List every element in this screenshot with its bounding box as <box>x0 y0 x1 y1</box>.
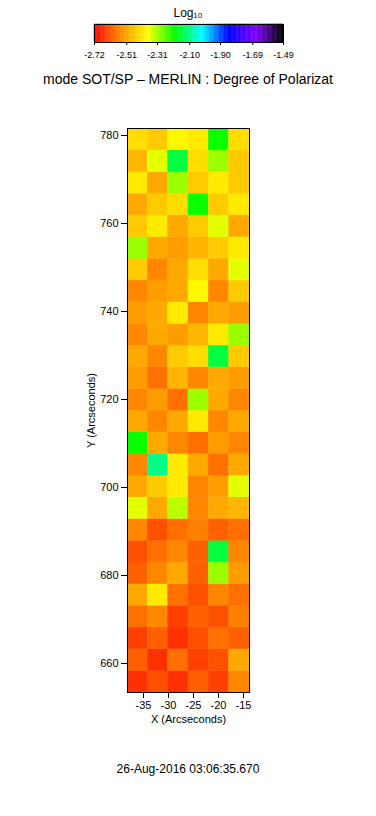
svg-text:-1.90: -1.90 <box>210 50 231 60</box>
svg-text:780: 780 <box>100 129 118 141</box>
svg-text:X (Arcseconds): X (Arcseconds) <box>151 713 226 725</box>
svg-text:-35: -35 <box>136 699 152 711</box>
svg-text:-2.72: -2.72 <box>84 50 105 60</box>
svg-text:680: 680 <box>100 569 118 581</box>
svg-text:-30: -30 <box>161 699 177 711</box>
svg-text:-1.69: -1.69 <box>243 50 264 60</box>
html-text:Log₁₀: Log₁₀ <box>173 6 203 20</box>
svg-text:-20: -20 <box>211 699 227 711</box>
html-text:mode SOT/SP – MERLIN : Degree: mode SOT/SP – MERLIN : Degree of Polariz… <box>43 71 333 87</box>
svg-text:-2.10: -2.10 <box>180 50 201 60</box>
svg-text:700: 700 <box>100 481 118 493</box>
html-text:26-Aug-2016 03:06:35.670: 26-Aug-2016 03:06:35.670 <box>116 762 260 776</box>
svg-text:720: 720 <box>100 393 118 405</box>
svg-text:660: 660 <box>100 657 118 669</box>
svg-text:-1.49: -1.49 <box>273 50 294 60</box>
svg-text:760: 760 <box>100 217 118 229</box>
svg-text:-25: -25 <box>186 699 202 711</box>
svg-text:-2.31: -2.31 <box>147 50 168 60</box>
svg-text:740: 740 <box>100 305 118 317</box>
svg-text:Y (Arcseconds): Y (Arcseconds) <box>85 373 97 448</box>
svg-text:-15: -15 <box>236 699 252 711</box>
svg-text:-2.51: -2.51 <box>117 50 138 60</box>
